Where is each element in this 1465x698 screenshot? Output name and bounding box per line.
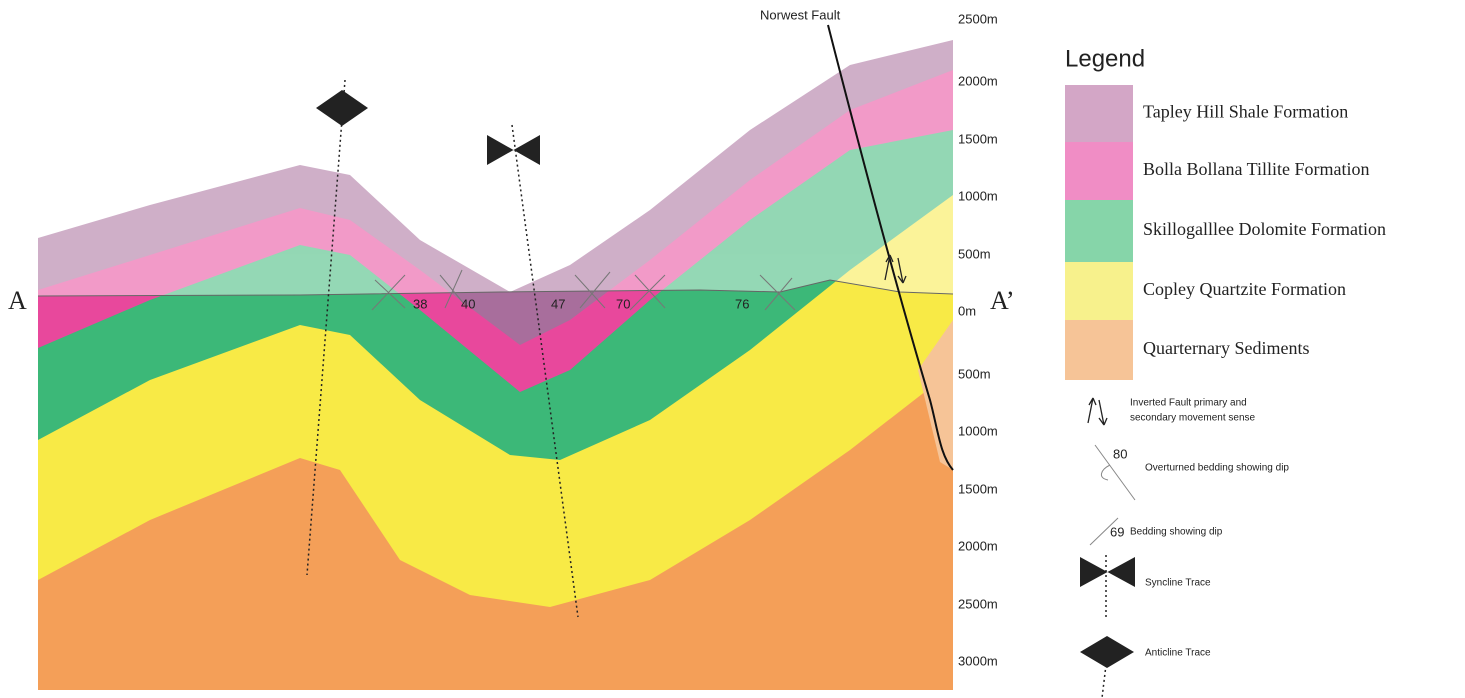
dip-label: 40 (461, 296, 475, 311)
legend-label: Tapley Hill Shale Formation (1143, 102, 1348, 122)
legend-title: Legend (1065, 45, 1145, 72)
elevation-label: 1000m (958, 423, 998, 438)
syncline-label: Syncline Trace (1145, 578, 1211, 589)
fault-label: Norwest Fault (760, 7, 841, 22)
bedding-dip: 69 (1110, 524, 1124, 539)
fault-symbol-label: Inverted Fault primary and (1130, 398, 1247, 409)
section-end: A’ (990, 286, 1015, 315)
dip-label: 38 (413, 296, 427, 311)
elevation-label: 500m (958, 246, 991, 261)
legend-label: Copley Quartzite Formation (1143, 279, 1346, 299)
section-start: A (8, 286, 27, 315)
elevation-label: 3000m (958, 653, 998, 668)
elevation-label: 1500m (958, 131, 998, 146)
legend-label: Bolla Bollana Tillite Formation (1143, 159, 1370, 179)
overturned-label: Overturned bedding showing dip (1145, 463, 1289, 474)
elevation-axis: 2500m 2000m 1500m 1000m 500m 0m 500m 1000m 1500m… (958, 11, 998, 668)
elevation-label: 2000m (958, 73, 998, 88)
legend-swatch (1065, 142, 1133, 200)
elevation-label: 2000m (958, 538, 998, 553)
dip-label: 70 (616, 296, 630, 311)
legend-label: Quarternary Sediments (1143, 338, 1309, 358)
legend-label: Skillogalllee Dolomite Formation (1143, 219, 1386, 239)
page: 38 40 47 70 76 A A’ Norwest Fault 2500m2… (0, 0, 1465, 698)
elevation-label: 2500m (958, 11, 998, 26)
anticline-symbol (316, 90, 368, 126)
legend-swatch (1065, 320, 1133, 380)
syncline-symbol (487, 135, 540, 165)
elevation-label: 2500m (958, 596, 998, 611)
dip-label: 76 (735, 296, 749, 311)
elevation-label: 500m (958, 366, 991, 381)
anticline-label: Anticline Trace (1145, 648, 1211, 659)
legend-swatch (1065, 200, 1133, 262)
legend-swatch (1065, 262, 1133, 320)
legend-swatch (1065, 85, 1133, 142)
fault-symbol-label: secondary movement sense (1130, 413, 1256, 424)
overturned-dip: 80 (1113, 446, 1127, 461)
legend: Legend Tapley Hill Shale Formation Bolla … (1065, 45, 1386, 698)
elevation-label: 0m (958, 303, 976, 318)
elevation-label: 1500m (958, 481, 998, 496)
cross-section: 38 40 47 70 76 A A’ Norwest Fault 2500m2… (8, 7, 1015, 690)
dip-label: 47 (551, 296, 565, 311)
bedding-label: Bedding showing dip (1130, 527, 1223, 538)
elevation-label: 1000m (958, 188, 998, 203)
